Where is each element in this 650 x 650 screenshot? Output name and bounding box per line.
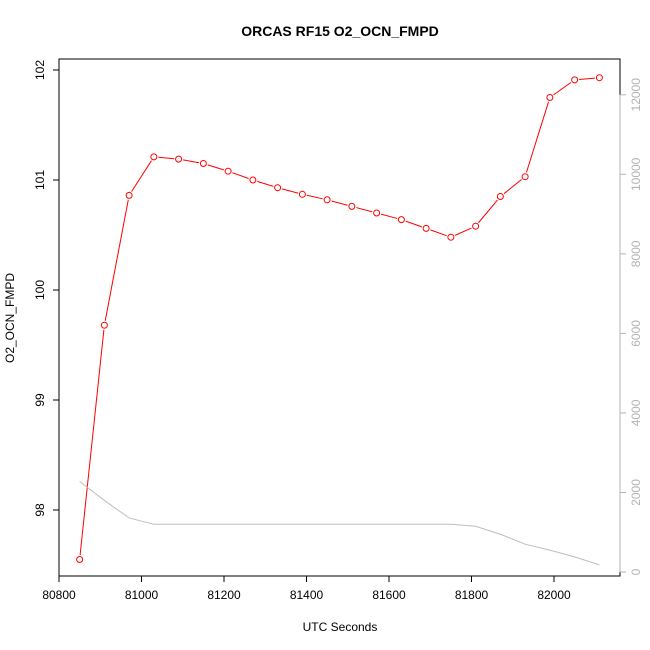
series-line-segment — [356, 207, 373, 213]
y2-axis: 0 2000 4000 6000 8000 10000 12000 — [619, 78, 643, 575]
chart-title: ORCAS RF15 O2_OCN_FMPD — [241, 23, 439, 39]
data-point — [100, 321, 108, 329]
series-1 — [76, 74, 603, 563]
series-line-segment — [131, 160, 152, 192]
series-layer — [76, 74, 603, 566]
data-point — [472, 222, 480, 230]
data-point — [348, 202, 356, 210]
data-point — [76, 556, 84, 563]
data-point — [224, 167, 232, 175]
series-line-segment — [79, 329, 105, 556]
series-line-segment — [579, 77, 595, 80]
series-line-segment — [380, 213, 398, 219]
y-axis: 98 99 100 101 102 — [33, 60, 60, 517]
series-line-segment — [525, 101, 550, 173]
data-point — [397, 216, 405, 224]
data-point — [422, 224, 430, 232]
y2-tick-label: 6000 — [629, 320, 643, 347]
x-axis-label: UTC Seconds — [303, 620, 378, 634]
series-line-segment — [232, 172, 249, 179]
data-point — [496, 193, 504, 200]
x-tick-label: 81400 — [290, 588, 324, 602]
data-point — [546, 94, 554, 101]
x-tick-label: 81200 — [207, 588, 241, 602]
y-tick-label: 99 — [33, 393, 47, 407]
data-point — [199, 160, 207, 167]
y-tick-label: 101 — [33, 170, 47, 190]
y-tick-label: 100 — [33, 280, 47, 300]
x-tick-label: 81000 — [125, 588, 159, 602]
y2-tick-label: 2000 — [629, 479, 643, 506]
series-line — [79, 480, 600, 566]
data-point — [298, 190, 306, 198]
series-line-segment — [158, 156, 175, 160]
data-point — [175, 155, 183, 163]
series-line-segment — [331, 200, 348, 206]
series-line-segment — [405, 220, 423, 228]
x-tick-label: 81600 — [372, 588, 406, 602]
data-point — [521, 173, 529, 181]
series-line-segment — [207, 164, 224, 171]
series-line-segment — [478, 199, 498, 224]
y2-tick-label: 8000 — [629, 240, 643, 267]
series-line-segment — [182, 159, 200, 164]
data-point — [150, 153, 158, 161]
data-point — [323, 196, 331, 204]
data-point — [595, 74, 603, 82]
data-point — [125, 191, 133, 199]
y-tick-label: 102 — [33, 60, 47, 80]
series-line-segment — [454, 227, 472, 236]
y2-tick-label: 0 — [629, 568, 643, 575]
y-tick-label: 98 — [33, 503, 47, 517]
series-line-segment — [257, 180, 274, 187]
series-line-segment — [306, 194, 323, 200]
x-tick-label: 82000 — [537, 588, 571, 602]
data-point — [274, 184, 282, 192]
data-point — [249, 176, 257, 184]
series-line-segment — [104, 199, 129, 321]
plot-frame — [58, 58, 621, 577]
y2-tick-label: 4000 — [629, 399, 643, 426]
series-line-segment — [553, 82, 572, 96]
data-point — [373, 209, 381, 217]
y2-tick-label: 12000 — [629, 78, 643, 112]
data-point — [447, 233, 455, 241]
series-line-segment — [281, 188, 299, 194]
data-point — [571, 76, 579, 84]
series-line-segment — [430, 229, 447, 237]
x-axis: 80800 81000 81200 81400 81600 81800 82000 — [42, 575, 571, 602]
y2-tick-label: 10000 — [629, 157, 643, 191]
x-tick-label: 80800 — [42, 588, 76, 602]
series-line-segment — [503, 179, 522, 195]
x-tick-label: 81800 — [455, 588, 489, 602]
y-axis-label: O2_OCN_FMPD — [3, 273, 17, 363]
series-2 — [79, 480, 600, 566]
